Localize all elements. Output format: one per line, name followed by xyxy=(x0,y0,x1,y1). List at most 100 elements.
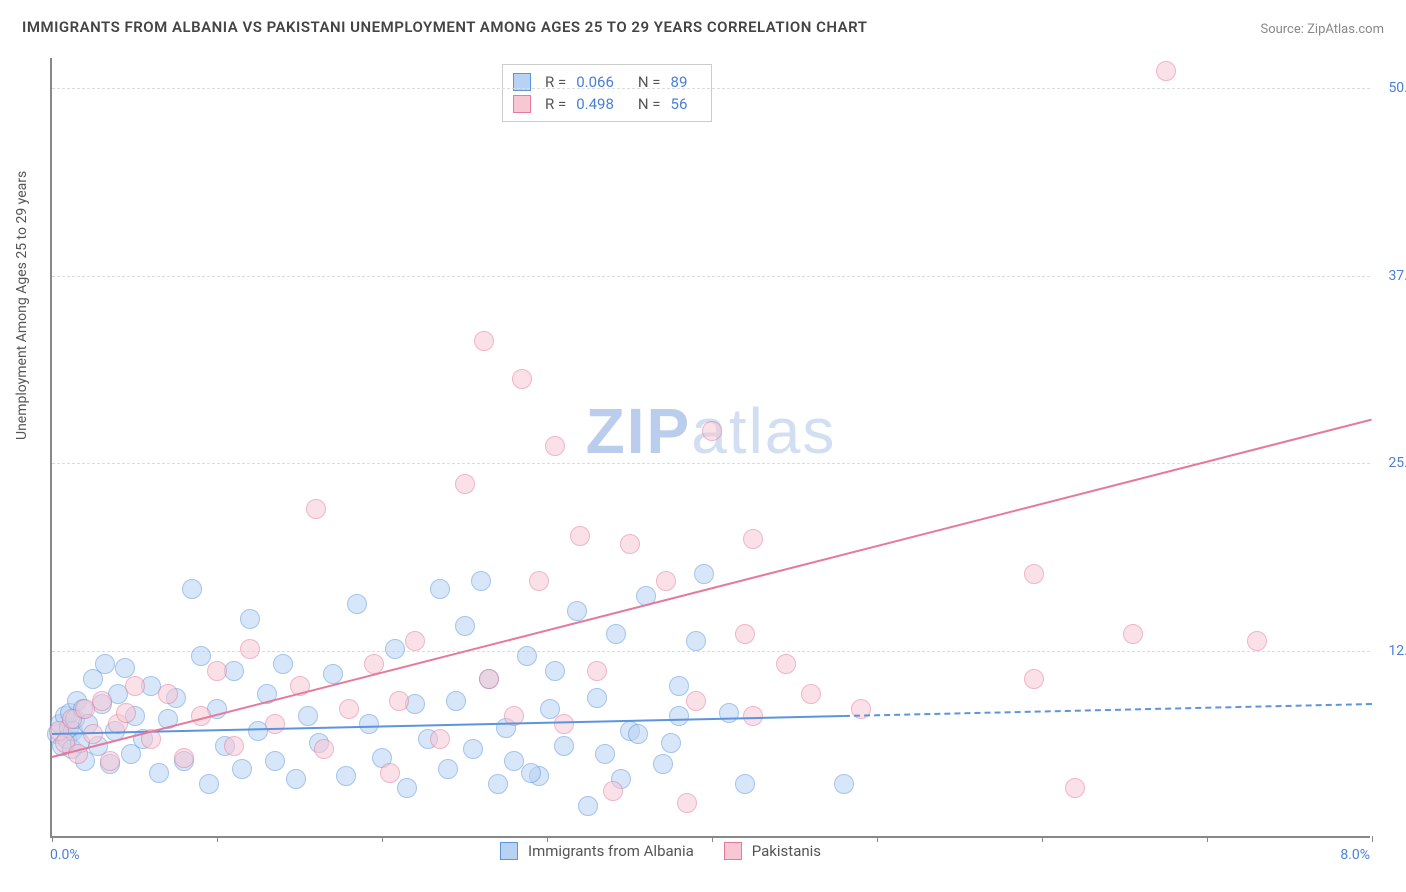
scatter-point xyxy=(521,763,541,783)
x-tick xyxy=(217,836,218,842)
scatter-point xyxy=(686,691,706,711)
x-tick xyxy=(1207,836,1208,842)
scatter-point xyxy=(75,699,95,719)
scatter-point xyxy=(628,724,648,744)
scatter-point xyxy=(496,718,516,738)
scatter-point xyxy=(49,721,69,741)
scatter-point xyxy=(1247,631,1267,651)
x-tick xyxy=(1372,836,1373,842)
scatter-point xyxy=(455,616,475,636)
scatter-point xyxy=(108,684,128,704)
x-tick xyxy=(52,836,53,842)
x-axis-min-label: 0.0% xyxy=(50,847,80,863)
scatter-point xyxy=(95,654,115,674)
watermark-bold: ZIP xyxy=(586,395,692,467)
scatter-point xyxy=(529,571,549,591)
scatter-point xyxy=(60,703,80,723)
scatter-point xyxy=(224,661,244,681)
scatter-point xyxy=(149,763,169,783)
scatter-point xyxy=(158,684,178,704)
legend-swatch xyxy=(513,95,531,113)
scatter-point xyxy=(686,631,706,651)
scatter-point xyxy=(554,736,574,756)
scatter-point xyxy=(240,609,260,629)
scatter-point xyxy=(455,474,475,494)
scatter-point xyxy=(339,699,359,719)
scatter-point xyxy=(405,631,425,651)
scatter-point xyxy=(298,706,318,726)
scatter-point xyxy=(63,721,83,741)
scatter-point xyxy=(116,703,136,723)
scatter-point xyxy=(65,709,85,729)
n-label: N = xyxy=(638,95,661,113)
scatter-point xyxy=(529,766,549,786)
scatter-point xyxy=(125,706,145,726)
scatter-point xyxy=(479,669,499,689)
scatter-point xyxy=(1156,61,1176,81)
scatter-point xyxy=(512,369,532,389)
scatter-point xyxy=(1024,564,1044,584)
scatter-point xyxy=(67,691,87,711)
scatter-point xyxy=(232,759,252,779)
scatter-point xyxy=(595,744,615,764)
scatter-point xyxy=(50,714,70,734)
legend-swatch xyxy=(500,842,518,860)
trend-line xyxy=(844,703,1372,717)
scatter-point xyxy=(166,688,186,708)
watermark: ZIPatlas xyxy=(586,394,837,468)
scatter-point xyxy=(776,654,796,674)
scatter-point xyxy=(430,579,450,599)
scatter-point xyxy=(55,706,75,726)
scatter-point xyxy=(397,778,417,798)
scatter-point xyxy=(1024,669,1044,689)
scatter-point xyxy=(182,579,202,599)
scatter-point xyxy=(545,661,565,681)
scatter-point xyxy=(540,699,560,719)
scatter-point xyxy=(92,694,112,714)
x-tick xyxy=(382,836,383,842)
scatter-point xyxy=(215,736,235,756)
scatter-point xyxy=(743,529,763,549)
scatter-point xyxy=(191,646,211,666)
scatter-point xyxy=(669,706,689,726)
scatter-point xyxy=(578,796,598,816)
scatter-point xyxy=(719,703,739,723)
scatter-point xyxy=(488,774,508,794)
scatter-point xyxy=(309,733,329,753)
scatter-point xyxy=(100,754,120,774)
scatter-point xyxy=(174,748,194,768)
scatter-point xyxy=(389,691,409,711)
scatter-point xyxy=(834,774,854,794)
scatter-point xyxy=(347,594,367,614)
scatter-point xyxy=(611,769,631,789)
scatter-point xyxy=(430,729,450,749)
scatter-point xyxy=(83,669,103,689)
legend-item: Pakistanis xyxy=(724,842,821,860)
x-axis-max-label: 8.0% xyxy=(1340,847,1370,863)
n-value: 56 xyxy=(671,95,688,113)
correlation-box: R = 0.066N = 89R = 0.498N = 56 xyxy=(502,64,712,122)
scatter-point xyxy=(517,646,537,666)
r-value: 0.498 xyxy=(576,95,614,113)
scatter-point xyxy=(479,669,499,689)
scatter-point xyxy=(735,774,755,794)
x-tick xyxy=(1042,836,1043,842)
x-tick xyxy=(877,836,878,842)
scatter-point xyxy=(620,721,640,741)
y-tick-label: 50.0% xyxy=(1388,80,1406,96)
scatter-point xyxy=(273,654,293,674)
scatter-point xyxy=(359,714,379,734)
scatter-point xyxy=(474,331,494,351)
gridline xyxy=(52,651,1370,652)
correlation-row: R = 0.066N = 89 xyxy=(513,71,701,93)
scatter-point xyxy=(141,676,161,696)
chart-title: IMMIGRANTS FROM ALBANIA VS PAKISTANI UNE… xyxy=(22,18,867,36)
scatter-point xyxy=(265,714,285,734)
scatter-point xyxy=(801,684,821,704)
scatter-point xyxy=(372,748,392,768)
gridline xyxy=(52,276,1370,277)
scatter-point xyxy=(336,766,356,786)
scatter-point xyxy=(438,759,458,779)
scatter-point xyxy=(694,564,714,584)
legend-item: Immigrants from Albania xyxy=(500,842,694,860)
